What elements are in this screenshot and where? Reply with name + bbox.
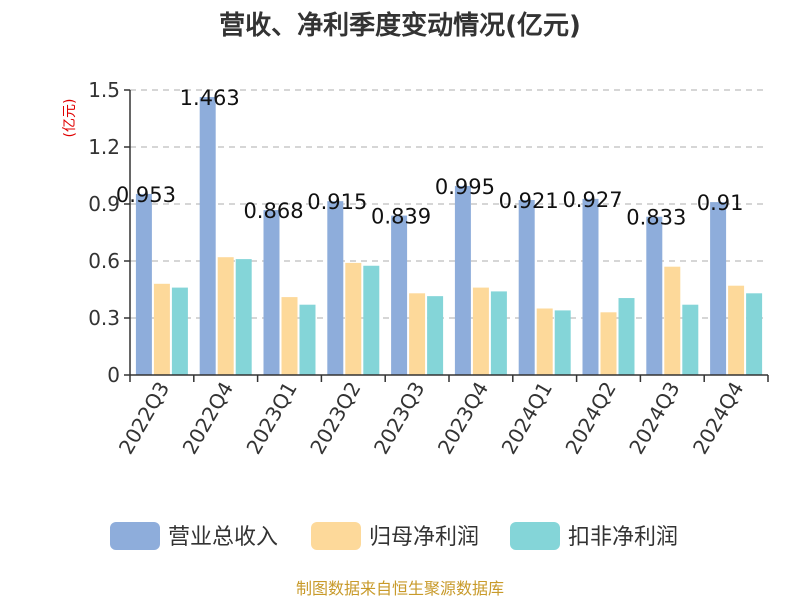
x-tick-label: 2023Q3 [369, 378, 429, 459]
bar [554, 310, 571, 375]
legend-label: 归母净利润 [369, 525, 479, 550]
bar [327, 201, 344, 375]
data-label: 0.995 [435, 175, 495, 199]
x-tick-label: 2023Q2 [305, 378, 365, 459]
y-tick-label: 0.3 [88, 306, 120, 330]
data-label: 0.927 [562, 188, 622, 212]
legend-swatch [510, 522, 560, 550]
x-tick-label: 2023Q4 [433, 378, 493, 459]
chart-title: 营收、净利季度变动情况(亿元) [219, 10, 581, 41]
source-note: 制图数据来自恒生聚源数据库 [296, 579, 504, 598]
legend-swatch [110, 522, 160, 550]
bar [646, 216, 663, 375]
data-label: 0.91 [697, 191, 744, 215]
bar [490, 291, 507, 375]
legend-label: 扣非净利润 [568, 525, 678, 550]
bar-series [135, 97, 763, 375]
y-axis-label: (亿元) [62, 99, 78, 138]
data-label: 0.839 [371, 205, 431, 229]
bar [281, 297, 298, 375]
x-tick-label: 2024Q4 [688, 378, 748, 459]
bar [664, 266, 681, 375]
bar [454, 185, 471, 375]
bar [391, 215, 408, 375]
legend: 营业总收入 归母净利润 扣非净利润 [110, 522, 678, 550]
bar [536, 308, 553, 375]
x-tick-label: 2024Q3 [624, 378, 684, 459]
bar [363, 265, 380, 375]
bar [427, 296, 444, 375]
bar [171, 287, 188, 375]
bar [518, 200, 535, 375]
bar [409, 293, 426, 375]
bar [472, 287, 489, 375]
bar [710, 202, 727, 375]
bar [299, 304, 316, 375]
legend-label: 营业总收入 [168, 525, 278, 550]
x-tick-label: 2024Q2 [560, 378, 620, 459]
x-tick-label: 2023Q1 [241, 378, 301, 459]
data-label: 0.868 [243, 199, 303, 223]
y-tick-label: 1.5 [88, 78, 120, 102]
bar [217, 257, 234, 375]
bar [746, 293, 763, 375]
bar [682, 304, 699, 375]
y-tick-label: 0 [107, 363, 120, 387]
bar [153, 283, 170, 375]
bar [728, 285, 745, 375]
bar [135, 193, 152, 375]
x-tick-label: 2024Q1 [497, 378, 557, 459]
x-tick-label: 2022Q3 [114, 378, 174, 459]
y-axis-ticks: 0 0.3 0.6 0.9 1.2 1.5 [88, 78, 130, 387]
data-label: 1.463 [180, 86, 240, 110]
y-tick-label: 1.2 [88, 135, 120, 159]
data-label: 0.833 [626, 206, 686, 230]
y-tick-label: 0.6 [88, 249, 120, 273]
bar [235, 259, 252, 375]
y-tick-label: 0.9 [88, 192, 120, 216]
bar [618, 298, 635, 375]
data-label: 0.915 [307, 190, 367, 214]
x-axis-ticks: 2022Q3 2022Q4 2023Q1 2023Q2 2023Q3 2023Q4 2024… [114, 375, 769, 459]
bar [199, 97, 216, 375]
x-tick-label: 2022Q4 [178, 378, 238, 459]
bar [600, 312, 617, 375]
bar [263, 210, 280, 375]
data-label: 0.953 [116, 183, 176, 207]
data-label: 0.921 [499, 189, 559, 213]
bar [582, 198, 599, 375]
legend-swatch [311, 522, 361, 550]
bar [345, 262, 362, 375]
